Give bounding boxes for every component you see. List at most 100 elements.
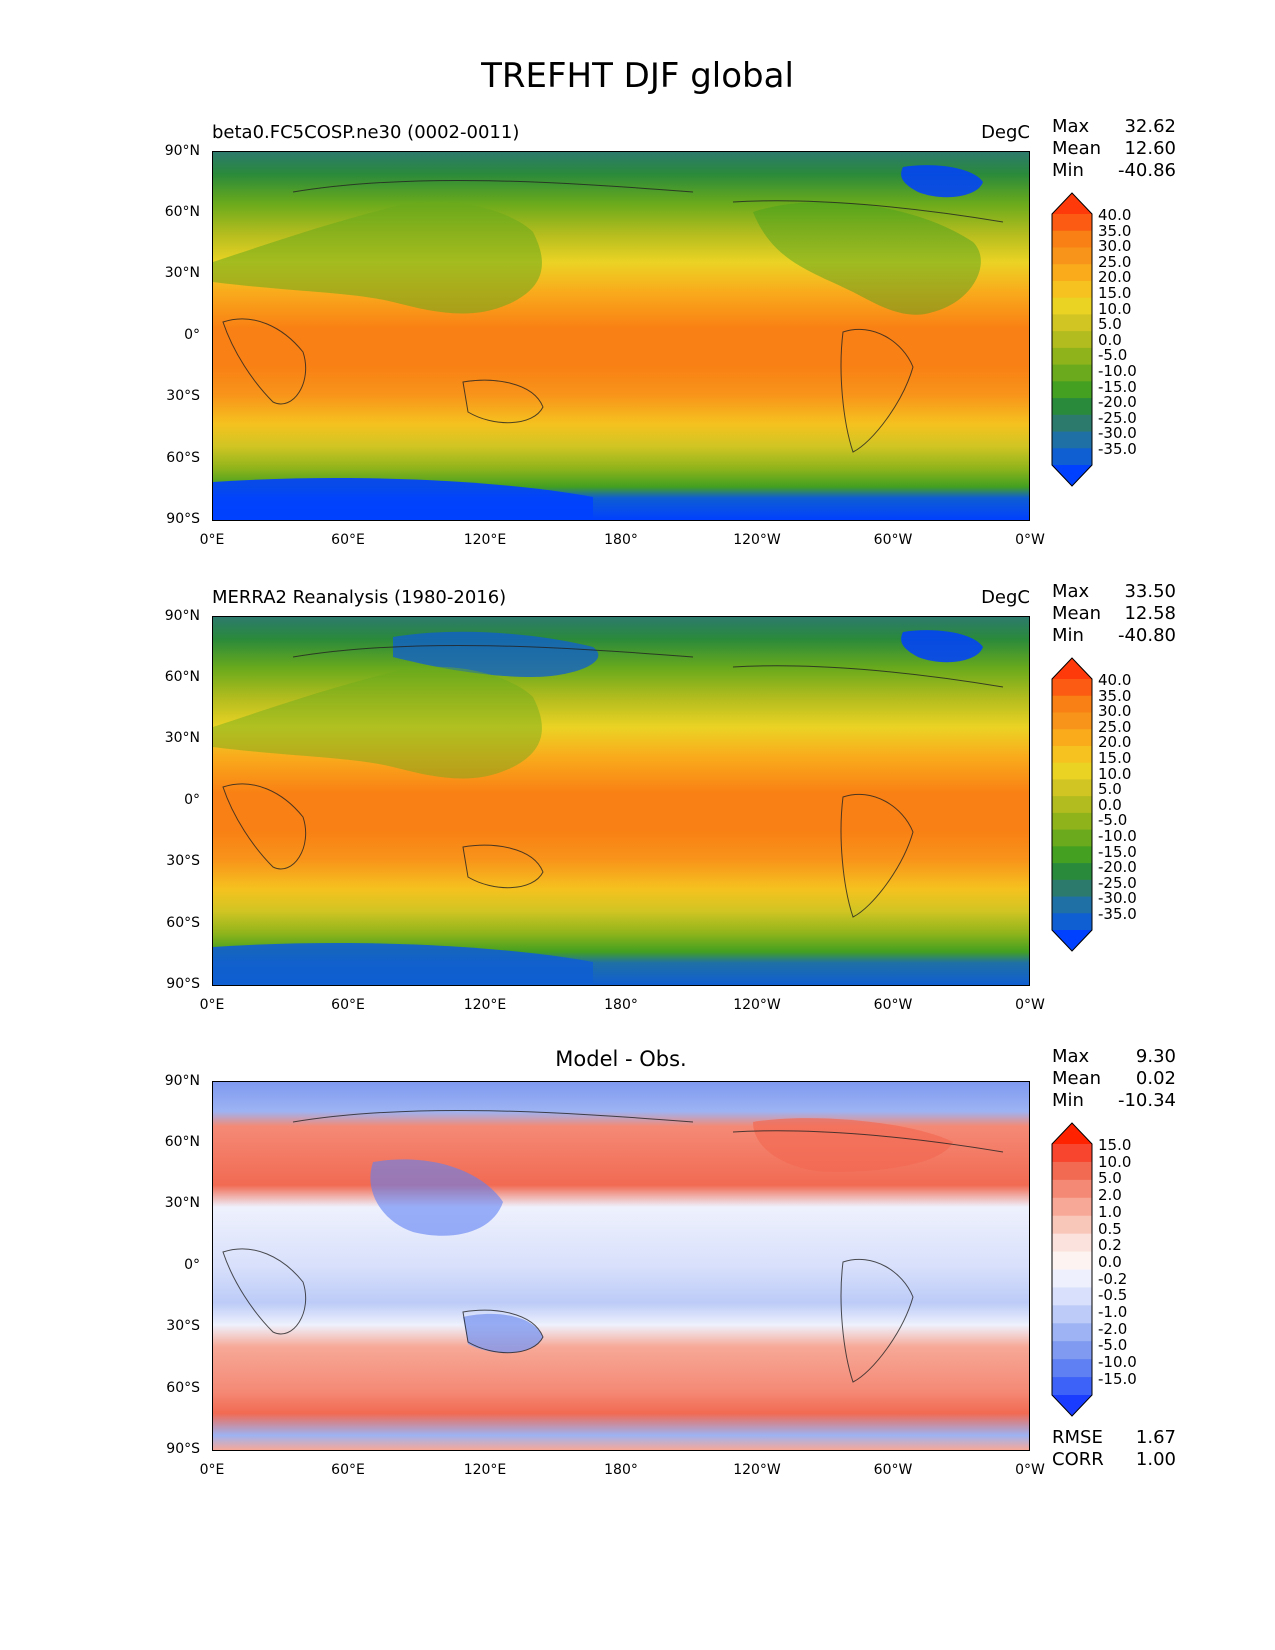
colorbar-segment xyxy=(1052,1359,1092,1378)
colorbar-segment xyxy=(1052,863,1092,881)
colorbar-tick-label: 15.0 xyxy=(1098,1136,1132,1154)
colorbar-tick-label: -20.0 xyxy=(1098,393,1137,412)
colorbar-tick-label: 35.0 xyxy=(1098,686,1132,705)
siberia-cold xyxy=(393,631,599,677)
colorbar-segment xyxy=(1052,729,1092,747)
greenland xyxy=(901,165,983,198)
stat-min: Min -40.86 xyxy=(1052,160,1176,181)
colorbar-tick-label: 0.5 xyxy=(1098,1219,1122,1238)
colorbar-tick-label: 0.0 xyxy=(1098,795,1122,814)
colorbar-segment xyxy=(1052,779,1092,797)
colorbar-segment xyxy=(1052,1269,1092,1289)
colorbar-tick-label: 5.0 xyxy=(1098,780,1122,799)
asia-cold-anomaly xyxy=(370,1159,503,1236)
colorbar-segment xyxy=(1052,913,1092,931)
colorbar-segment xyxy=(1052,331,1092,349)
colorbar-segment xyxy=(1052,264,1092,282)
colorbar-segment xyxy=(1052,1233,1092,1253)
colorbar-segment xyxy=(1052,1341,1092,1360)
colorbar-tick-label: 0.0 xyxy=(1098,330,1122,349)
landmass-north xyxy=(213,201,542,314)
colorbar-tick-label: -20.0 xyxy=(1098,858,1137,877)
stat-min: Min -40.80 xyxy=(1052,625,1176,646)
colorbar-tick-label: -5.0 xyxy=(1098,811,1128,830)
colorbar-segment xyxy=(1052,812,1092,831)
panel-title: beta0.FC5COSP.ne30 (0002-0011) xyxy=(212,122,520,143)
colorbar-segment xyxy=(1052,679,1092,697)
colorbar-segment xyxy=(1052,1377,1092,1396)
colorbar-segment xyxy=(1052,829,1092,847)
panel-title: MERRA2 Reanalysis (1980-2016) xyxy=(212,587,507,608)
colorbar-segment xyxy=(1052,1144,1092,1163)
colorbar-segment xyxy=(1052,1179,1092,1199)
colorbar-tick-label: -10.0 xyxy=(1098,1353,1137,1372)
colorbar-tick-label: 30.0 xyxy=(1098,702,1132,721)
colorbar-segment xyxy=(1052,1215,1092,1235)
landmass-americas xyxy=(753,202,981,315)
colorbar-tick-label: -2.0 xyxy=(1098,1319,1128,1338)
colorbar-tick-label: -5.0 xyxy=(1098,346,1128,365)
australia-cold-anomaly xyxy=(463,1313,543,1354)
colorbar-segment xyxy=(1052,712,1092,730)
units-label: DegC xyxy=(981,122,1030,143)
colorbar-tick-label: -25.0 xyxy=(1098,408,1137,427)
colorbar-segment xyxy=(1052,448,1092,466)
colorbar-reference xyxy=(1051,657,1093,952)
colorbar-outline xyxy=(1051,657,1093,952)
colorbar-segment xyxy=(1052,1161,1092,1181)
colorbar-segment xyxy=(1052,1323,1092,1342)
colorbar-segment xyxy=(1052,1287,1092,1306)
colorbar-segment xyxy=(1052,398,1092,416)
colorbar-tick-label: -1.0 xyxy=(1098,1303,1128,1321)
colorbar-segment xyxy=(1052,280,1092,299)
colorbar-segment xyxy=(1052,896,1092,914)
colorbar-tick-label: 40.0 xyxy=(1098,206,1132,224)
colorbar-tick-label: -25.0 xyxy=(1098,873,1137,892)
colorbar-tick-label: 5.0 xyxy=(1098,315,1122,334)
antarctica xyxy=(213,942,593,985)
colorbar-bottom-extend xyxy=(1052,465,1092,486)
colorbar-segment xyxy=(1052,247,1092,265)
stat-min: Min -10.34 xyxy=(1052,1090,1176,1111)
colorbar-tick-label: 20.0 xyxy=(1098,268,1132,287)
colorbar-segment xyxy=(1052,381,1092,399)
colorbar-tick-label: 20.0 xyxy=(1098,733,1132,752)
colorbar-tick-label: 2.0 xyxy=(1098,1186,1122,1205)
coastline xyxy=(222,644,1004,918)
stat-max: Max 32.62 xyxy=(1052,116,1176,137)
stat-mean: Mean 12.60 xyxy=(1052,138,1176,159)
colorbar-tick-label: 0.0 xyxy=(1098,1252,1122,1271)
colorbar-segment xyxy=(1052,1251,1092,1271)
colorbar-bottom-extend xyxy=(1052,1395,1092,1416)
colorbar-segment xyxy=(1052,347,1092,366)
coastline xyxy=(222,179,1004,453)
colorbar-tick-label: -5.0 xyxy=(1098,1336,1128,1355)
map-difference xyxy=(212,1081,1030,1451)
colorbar-tick-label: 10.0 xyxy=(1098,299,1132,318)
coastline xyxy=(222,1109,1004,1383)
colorbar-tick-label: -10.0 xyxy=(1098,362,1137,380)
colorbar-segment xyxy=(1052,695,1092,714)
colorbar-top-extend xyxy=(1052,1123,1092,1144)
colorbar-tick-label: -30.0 xyxy=(1098,424,1137,443)
colorbar-top-extend xyxy=(1052,193,1092,214)
colorbar-segment xyxy=(1052,879,1092,898)
colorbar-segment xyxy=(1052,1197,1092,1217)
colorbar-top-extend xyxy=(1052,658,1092,679)
antarctica xyxy=(213,477,593,520)
colorbar-tick-label: 10.0 xyxy=(1098,764,1132,783)
colorbar-tick-label: -30.0 xyxy=(1098,889,1137,908)
colorbar-outline xyxy=(1051,192,1093,487)
colorbar-tick-label: -35.0 xyxy=(1098,440,1137,458)
colorbar-tick-label: 25.0 xyxy=(1098,717,1132,736)
stat-mean: Mean 12.58 xyxy=(1052,603,1176,624)
colorbar-segment xyxy=(1052,230,1092,249)
colorbar-tick-label: 30.0 xyxy=(1098,237,1132,256)
colorbar-segment xyxy=(1052,414,1092,433)
colorbar-segment xyxy=(1052,364,1092,382)
colorbar-segment xyxy=(1052,846,1092,864)
stat-max: Max 33.50 xyxy=(1052,581,1176,602)
colorbar-segment xyxy=(1052,431,1092,449)
colorbar-tick-label: 15.0 xyxy=(1098,749,1132,767)
colorbar-segment xyxy=(1052,214,1092,232)
